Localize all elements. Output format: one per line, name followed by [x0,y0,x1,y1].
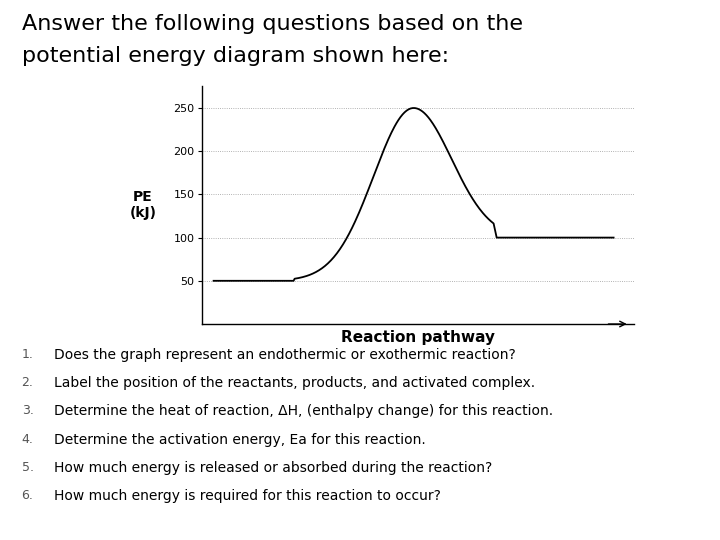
Text: 3.: 3. [22,404,33,417]
Text: Determine the activation energy, Ea for this reaction.: Determine the activation energy, Ea for … [54,433,426,447]
Text: 6.: 6. [22,489,33,502]
Text: How much energy is released or absorbed during the reaction?: How much energy is released or absorbed … [54,461,492,475]
Text: 4.: 4. [22,433,33,446]
Text: Label the position of the reactants, products, and activated complex.: Label the position of the reactants, pro… [54,376,535,390]
X-axis label: Reaction pathway: Reaction pathway [341,329,495,345]
Text: Does the graph represent an endothermic or exothermic reaction?: Does the graph represent an endothermic … [54,348,516,362]
Text: Determine the heat of reaction, ΔH, (enthalpy change) for this reaction.: Determine the heat of reaction, ΔH, (ent… [54,404,553,418]
Text: Answer the following questions based on the: Answer the following questions based on … [22,14,523,33]
Text: 5.: 5. [22,461,34,474]
Text: potential energy diagram shown here:: potential energy diagram shown here: [22,46,449,66]
Text: 2.: 2. [22,376,33,389]
Text: 1.: 1. [22,348,33,361]
Text: How much energy is required for this reaction to occur?: How much energy is required for this rea… [54,489,441,503]
Y-axis label: PE
(kJ): PE (kJ) [130,190,156,220]
